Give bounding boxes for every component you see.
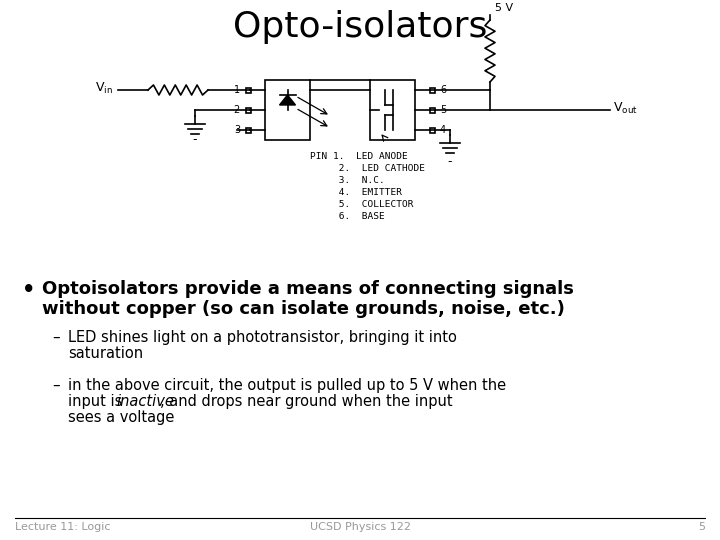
Text: 6: 6 [440,85,446,95]
Bar [430,87,434,92]
Text: V$_{\mathregular{out}}$: V$_{\mathregular{out}}$ [613,100,638,116]
Text: Opto-isolators: Opto-isolators [233,10,487,44]
Text: Lecture 11: Logic: Lecture 11: Logic [15,522,110,532]
Text: 1: 1 [234,85,240,95]
Text: input is: input is [68,394,127,409]
Bar [246,107,251,112]
Text: -: - [448,156,452,168]
Bar [246,87,251,92]
Text: 2: 2 [234,105,240,115]
Polygon shape [279,95,295,105]
Text: 6.  BASE: 6. BASE [310,212,384,221]
Text: 5.  COLLECTOR: 5. COLLECTOR [310,200,413,209]
Text: –: – [52,378,60,393]
Bar [430,107,434,112]
Text: 4.  EMITTER: 4. EMITTER [310,188,402,197]
Bar [265,80,310,140]
Text: 3: 3 [234,125,240,135]
Text: V$_{\mathregular{in}}$: V$_{\mathregular{in}}$ [95,80,113,96]
Text: •: • [22,280,35,300]
Text: -: - [193,133,197,146]
Bar [370,80,415,140]
Text: PIN 1.  LED ANODE: PIN 1. LED ANODE [310,152,408,161]
Text: Optoisolators provide a means of connecting signals: Optoisolators provide a means of connect… [42,280,574,298]
Bar [430,127,434,132]
Text: saturation: saturation [68,346,143,361]
Text: 5: 5 [698,522,705,532]
Text: without copper (so can isolate grounds, noise, etc.): without copper (so can isolate grounds, … [42,300,565,318]
Text: 5: 5 [440,105,446,115]
Text: sees a voltage: sees a voltage [68,410,174,425]
Text: 3.  N.C.: 3. N.C. [310,176,384,185]
Text: LED shines light on a phototransistor, bringing it into: LED shines light on a phototransistor, b… [68,330,457,345]
Text: inactive: inactive [117,394,174,409]
Text: –: – [52,330,60,345]
Text: 2.  LED CATHODE: 2. LED CATHODE [310,164,425,173]
Text: , and drops near ground when the input: , and drops near ground when the input [160,394,452,409]
Text: UCSD Physics 122: UCSD Physics 122 [310,522,410,532]
Text: 4: 4 [440,125,446,135]
Text: in the above circuit, the output is pulled up to 5 V when the: in the above circuit, the output is pull… [68,378,506,393]
Bar [246,127,251,132]
Text: 5 V: 5 V [495,3,513,13]
